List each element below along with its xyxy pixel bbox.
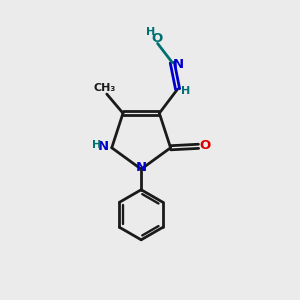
Text: N: N [172,58,184,70]
Text: H: H [181,85,190,95]
Text: H: H [92,140,101,150]
Text: H: H [146,27,156,37]
Text: O: O [152,32,163,45]
Text: CH₃: CH₃ [93,82,116,93]
Text: O: O [200,139,211,152]
Text: N: N [136,161,147,175]
Text: N: N [98,140,109,153]
